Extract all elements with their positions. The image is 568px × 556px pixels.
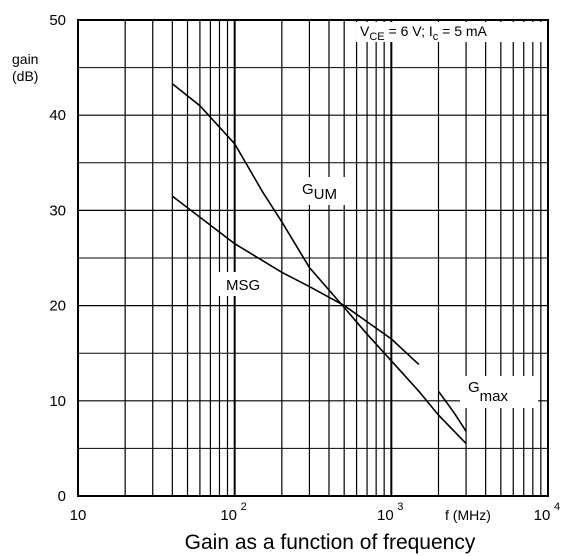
plot-frame	[77, 19, 549, 497]
x-tick-label: 10	[377, 507, 394, 524]
y-tick-label: 40	[49, 107, 66, 124]
series-label-msg: MSG	[226, 277, 260, 294]
gmax-label-bg	[460, 376, 538, 408]
condition-label: VCE = 6 V; Ic = 5 mA	[360, 23, 488, 43]
series-gum-line	[171, 83, 467, 445]
x-tick-exponent: 2	[241, 501, 247, 513]
x-tick-label: 10	[70, 507, 87, 524]
series-gmax-line	[437, 390, 467, 432]
series-label-gum: GUM	[302, 181, 337, 203]
y-tick-label: 50	[49, 12, 66, 29]
y-axis-label-unit: (dB)	[12, 68, 38, 84]
x-tick-label: 10	[534, 507, 551, 524]
chart-title: Gain as a function of frequency	[185, 531, 476, 554]
gum-label-bg	[295, 177, 349, 205]
x-tick-labels: 10 10 2 10 3 10 4	[70, 501, 560, 524]
y-tick-label: 20	[49, 298, 66, 315]
y-tick-labels: 0 10 20 30 40 50	[49, 12, 66, 505]
x-tick-exponent: 3	[397, 501, 403, 513]
y-tick-label: 10	[49, 393, 66, 410]
y-axis-label-gain: gain	[12, 51, 38, 67]
series-lines	[171, 83, 467, 445]
condition-box-bg	[356, 22, 546, 42]
x-axis-label-bg	[438, 500, 520, 526]
y-tick-label: 30	[49, 202, 66, 219]
series-msg-line	[171, 195, 420, 366]
x-axis-label: f (MHz)	[445, 507, 491, 523]
msg-label-bg	[212, 272, 274, 296]
y-tick-label: 0	[58, 488, 66, 505]
x-tick-exponent: 4	[554, 501, 560, 513]
grid	[78, 20, 548, 496]
series-label-gmax: Gmax	[468, 379, 509, 405]
x-tick-label: 10	[220, 507, 237, 524]
